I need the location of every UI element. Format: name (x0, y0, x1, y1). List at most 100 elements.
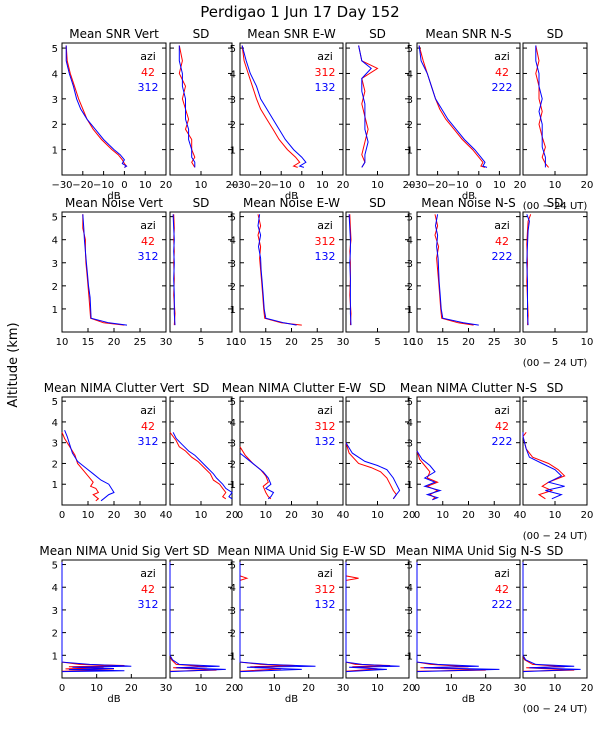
series-line-42 (522, 562, 575, 672)
series-line-222 (526, 214, 530, 326)
x-tick-label: 20 (302, 683, 315, 694)
series-line-42 (535, 45, 549, 168)
legend-entry: 42 (495, 235, 509, 248)
x-tick-label: 30 (488, 510, 501, 521)
panel-title: SD (547, 27, 564, 41)
y-tick-label: 4 (230, 418, 236, 429)
series-line-132 (239, 452, 275, 500)
legend-entry: 222 (492, 435, 513, 448)
y-tick-label: 2 (407, 120, 413, 131)
panel-title: SD (547, 196, 564, 210)
legend-title: azi (317, 404, 333, 417)
x-tick-label: 10 (226, 337, 239, 348)
series-line-222 (434, 214, 479, 326)
x-tick-label: 40 (514, 510, 527, 521)
panel-title: Mean Noise Vert (65, 196, 163, 210)
series-line-222 (418, 45, 488, 168)
x-axis-label: dB (107, 191, 120, 202)
x-axis-label: (00 − 24 UT) (523, 201, 588, 212)
y-tick-label: 4 (407, 418, 413, 429)
y-tick-label: 4 (52, 418, 58, 429)
y-tick-label: 3 (230, 95, 236, 106)
x-tick-label: 15 (436, 337, 449, 348)
panel-2-1: SD 10 20 (169, 381, 238, 521)
x-tick-label: −10 (271, 180, 292, 191)
x-axis-label: dB (285, 191, 298, 202)
x-axis-label: dB (285, 694, 298, 705)
panel-0-3: SD 10 20 (345, 27, 415, 191)
legend-title: azi (494, 219, 510, 232)
y-tick-label: 3 (230, 439, 236, 450)
legend-entry: 42 (495, 420, 509, 433)
legend-entry: 42 (141, 420, 155, 433)
y-tick-label: 3 (230, 259, 236, 270)
legend-entry: 132 (315, 598, 336, 611)
y-tick-label: 1 (407, 480, 413, 491)
series-line-42 (61, 562, 125, 672)
x-tick-label: 5 (374, 337, 380, 348)
panel-title: Mean SNR N-S (425, 27, 511, 41)
x-tick-label: 10 (316, 180, 329, 191)
axes-frame (522, 42, 588, 176)
x-tick-label: 20 (462, 337, 475, 348)
series-line-312 (172, 214, 176, 326)
legend-entry: 312 (138, 435, 159, 448)
series-line-132 (241, 45, 307, 168)
series-line-42 (65, 45, 128, 168)
y-tick-label: 2 (407, 459, 413, 470)
panel-3-3: SD 10 20 (345, 544, 415, 694)
panel-title: SD (193, 381, 210, 395)
series-line-312 (178, 45, 196, 168)
y-tick-label: 3 (407, 606, 413, 617)
x-tick-label: 30 (514, 683, 527, 694)
y-tick-label: 4 (52, 69, 58, 80)
y-tick-label: 1 (230, 651, 236, 662)
x-tick-label: 20 (226, 180, 239, 191)
series-line-132 (239, 562, 316, 673)
series-line-312 (358, 45, 379, 168)
x-tick-label: 25 (134, 337, 147, 348)
series-line-312 (169, 562, 226, 673)
series-line-42 (522, 431, 566, 500)
y-tick-label: 5 (52, 213, 58, 224)
x-tick-label: 20 (108, 510, 121, 521)
y-tick-label: 4 (52, 236, 58, 247)
y-tick-label: 3 (407, 95, 413, 106)
x-tick-label: 30 (514, 337, 527, 348)
x-tick-label: 0 (299, 180, 305, 191)
x-tick-label: 20 (285, 337, 298, 348)
legend-entry: 312 (138, 598, 159, 611)
legend-entry: 222 (492, 250, 513, 263)
panel-title: Mean Noise N-S (421, 196, 516, 210)
x-tick-label: 10 (139, 180, 152, 191)
series-line-132 (345, 442, 401, 500)
x-tick-label: −30 (406, 180, 427, 191)
series-line-312 (64, 430, 115, 502)
series-line-312 (345, 442, 398, 500)
legend-title: azi (140, 567, 156, 580)
x-tick-label: −10 (93, 180, 114, 191)
x-tick-label: 10 (371, 683, 384, 694)
x-tick-label: 10 (549, 683, 562, 694)
y-tick-label: 4 (407, 69, 413, 80)
axes-frame (345, 42, 410, 176)
y-tick-label: 1 (407, 146, 413, 157)
panel-3-2: Mean NIMA Unid Sig E-W 1 2 3 4 5 0 10 20 30 dB azi 3… (217, 544, 365, 705)
legend-title: azi (494, 404, 510, 417)
x-tick-label: 20 (108, 337, 121, 348)
legend-entry: 42 (141, 235, 155, 248)
x-tick-label: 10 (411, 337, 424, 348)
panel-2-3: SD 10 20 (345, 381, 415, 521)
panel-1-0: Mean Noise Vert 1 2 3 4 5 10 15 20 25 30 azi 42 312 (52, 196, 173, 348)
y-tick-label: 1 (230, 146, 236, 157)
x-tick-label: 20 (285, 510, 298, 521)
legend-entry: 222 (492, 598, 513, 611)
panel-2-5: SD 10 20 (00 − 24 UT) (522, 381, 594, 542)
x-tick-label: −10 (448, 180, 469, 191)
x-tick-label: 20 (581, 510, 594, 521)
x-tick-label: 10 (371, 510, 384, 521)
panel-0-2: Mean SNR E-W 1 2 3 4 5 −30 −20 −10 0 10 20 dB azi 312 1… (229, 27, 349, 202)
series-line-42 (416, 562, 486, 672)
y-tick-label: 2 (407, 629, 413, 640)
